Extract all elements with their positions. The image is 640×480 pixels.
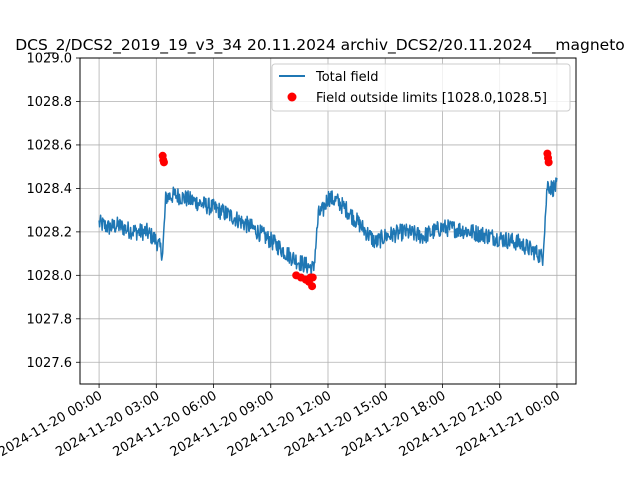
legend: Total field Field outside limits [1028.0… <box>271 63 571 112</box>
outside-limit-point <box>544 158 553 167</box>
legend-marker-swatch <box>287 92 297 102</box>
y-tick-label: 1028.4 <box>27 182 73 197</box>
y-tick-label: 1029.0 <box>27 52 73 67</box>
plot-content <box>98 149 558 291</box>
outside-limit-point <box>159 158 168 167</box>
y-tick-label: 1028.6 <box>27 138 73 153</box>
y-tick-label: 1028.8 <box>27 95 73 110</box>
outside-limit-point <box>308 273 317 282</box>
y-tick-label: 1027.8 <box>27 312 73 327</box>
outside-limit-point <box>308 282 317 291</box>
chart-title: DCS_2/DCS2_2019_19_v3_34 20.11.2024 arch… <box>15 36 625 55</box>
grid <box>80 57 576 384</box>
y-tick-label: 1028.0 <box>27 269 73 284</box>
legend-box <box>271 63 571 112</box>
total-field-line <box>98 177 558 277</box>
y-axis: 1027.6 1027.8 1028.0 1028.2 1028.4 1028.6 1028… <box>27 52 80 371</box>
legend-label-total-field: Total field <box>315 70 379 85</box>
legend-label-outside-limits: Field outside limits [1028.0,1028.5] <box>316 91 547 106</box>
y-tick-label: 1028.2 <box>27 225 73 240</box>
y-tick-label: 1027.6 <box>27 356 73 371</box>
